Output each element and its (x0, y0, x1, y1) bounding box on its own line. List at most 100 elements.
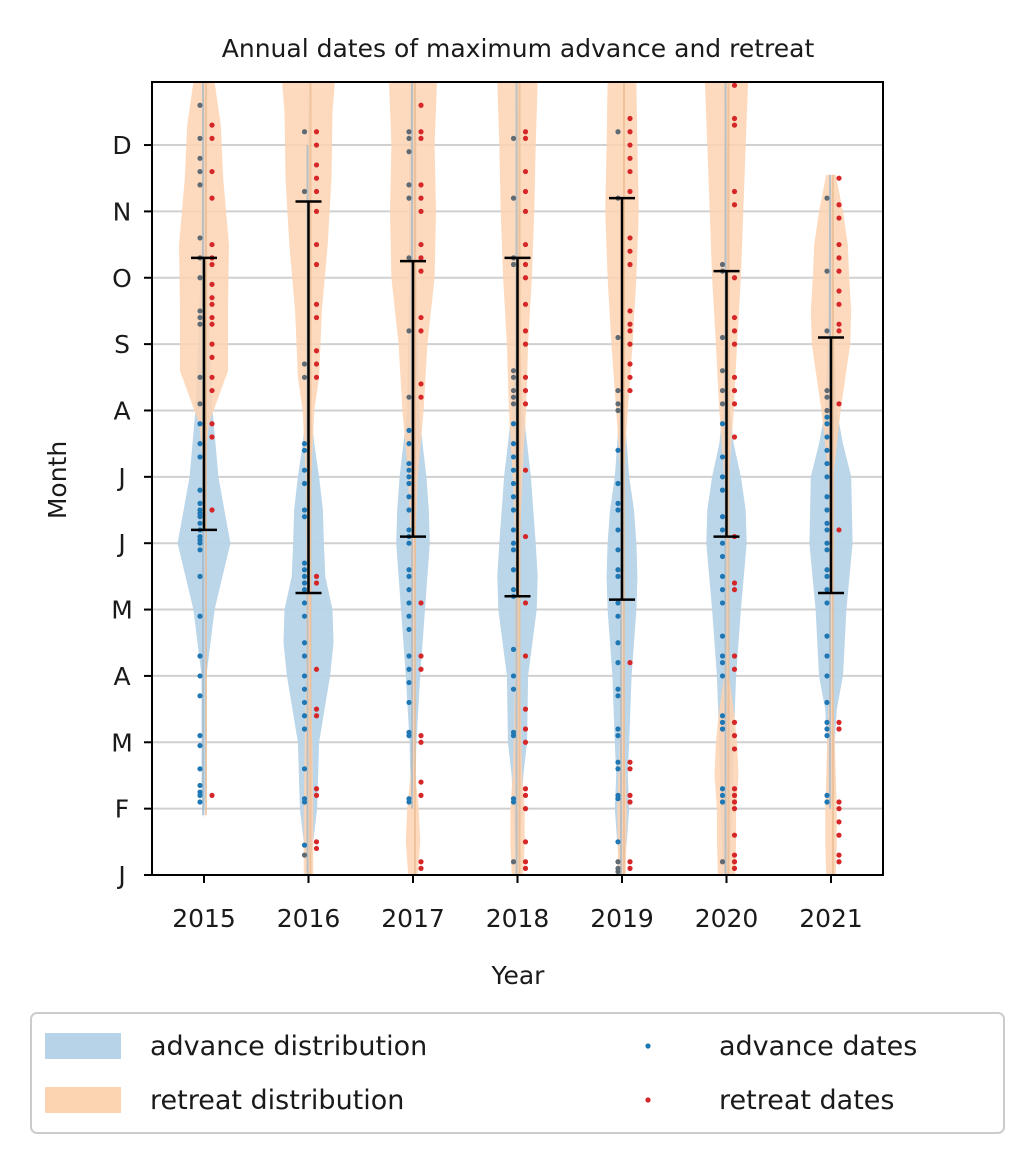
violins (177, 82, 853, 875)
retreat-date-point (836, 255, 842, 261)
advance-date-point (719, 368, 726, 374)
retreat-date-point (731, 314, 738, 321)
x-tick-label: 2016 (277, 904, 341, 933)
retreat-date-point (313, 706, 320, 712)
advance-date-point (510, 796, 517, 802)
advance-date-point (510, 547, 517, 553)
advance-date-point (615, 660, 621, 666)
y-axis: J F M A M J J A S O N D (111, 131, 152, 890)
retreat-date-point (313, 374, 320, 380)
advance-date-point (406, 328, 412, 334)
advance-date-point (406, 255, 412, 261)
retreat-date-point (418, 653, 424, 659)
advance-date-point (615, 401, 621, 407)
advance-date-point (510, 394, 517, 400)
y-tick-label: J (116, 529, 125, 558)
retreat-date-point (209, 387, 215, 394)
retreat-date-point (731, 374, 738, 380)
retreat-date-point (731, 719, 738, 725)
advance-date-point (719, 401, 726, 407)
advance-date-point (510, 567, 517, 573)
y-tick-label: S (114, 330, 130, 359)
advance-date-point (824, 507, 830, 513)
y-tick-label: N (113, 197, 132, 226)
advance-date-point (824, 407, 830, 414)
retreat-date-point (627, 188, 633, 195)
retreat-date-point (627, 759, 633, 765)
retreat-date-point (731, 799, 738, 805)
advance-date-point (615, 527, 621, 533)
retreat-date-point (313, 786, 320, 792)
retreat-date-point (418, 314, 424, 321)
advance-date-point (719, 474, 726, 480)
retreat-date-point (418, 600, 424, 606)
retreat-date-point (731, 401, 738, 407)
retreat-date-point (418, 381, 424, 387)
retreat-date-point (313, 845, 320, 852)
advance-date-point (197, 168, 203, 175)
retreat-date-point (731, 115, 738, 122)
advance-date-point (197, 421, 203, 427)
advance-date-point (719, 334, 726, 341)
retreat-date-point (731, 122, 738, 128)
retreat-date-point (209, 792, 215, 798)
advance-date-point (510, 368, 517, 374)
retreat-date-point (418, 792, 424, 798)
advance-date-point (406, 729, 412, 735)
retreat-date-point (313, 241, 320, 248)
advance-date-point (824, 460, 830, 467)
advance-date-point (197, 454, 203, 460)
advance-date-point (824, 733, 830, 739)
retreat-date-point (209, 314, 215, 321)
retreat-date-point (522, 341, 529, 347)
retreat-date-point (313, 361, 320, 367)
advance-date-point (719, 653, 726, 659)
retreat-date-point (627, 660, 633, 666)
retreat-date-point (731, 733, 738, 739)
advance-date-point (719, 660, 726, 666)
advance-date-point (406, 626, 412, 633)
advance-date-point (615, 567, 621, 573)
advance-date-point (615, 507, 621, 513)
advance-date-point (301, 374, 308, 380)
advance-date-point (510, 507, 517, 513)
retreat-date-point (522, 653, 529, 659)
retreat-date-point (836, 321, 842, 327)
retreat-date-point (313, 839, 320, 845)
advance-date-point (406, 540, 412, 546)
retreat-date-point (731, 275, 738, 281)
advance-date-point (719, 540, 726, 546)
retreat-date-point (209, 122, 215, 128)
retreat-date-point (209, 168, 215, 175)
retreat-date-point (836, 288, 842, 294)
advance-date-point (197, 507, 203, 513)
retreat-date-point (731, 806, 738, 812)
advance-date-point (719, 573, 726, 579)
retreat-date-point (313, 792, 320, 798)
y-tick-label: D (112, 131, 131, 160)
retreat-date-point (313, 573, 320, 579)
advance-date-point (719, 792, 726, 798)
retreat-date-point (522, 786, 529, 792)
retreat-date-point (522, 188, 529, 195)
advance-date-point (824, 699, 830, 706)
advance-date-point (301, 567, 308, 573)
advance-date-point (824, 494, 830, 500)
advance-date-point (197, 520, 203, 526)
advance-date-point (510, 646, 517, 652)
retreat-date-point (836, 202, 842, 208)
retreat-date-point (313, 129, 320, 135)
retreat-date-point (836, 301, 842, 307)
advance-date-point (719, 553, 726, 560)
advance-date-point (197, 533, 203, 540)
advance-date-point (719, 421, 726, 427)
advance-date-point (406, 394, 412, 400)
retreat-date-point (627, 766, 633, 772)
advance-date-point (824, 421, 830, 427)
y-tick-label: M (111, 728, 133, 757)
advance-date-point (301, 447, 308, 453)
advance-date-point (197, 693, 203, 699)
advance-date-point (301, 467, 308, 473)
advance-date-point (301, 441, 308, 447)
advance-date-point (406, 653, 412, 659)
